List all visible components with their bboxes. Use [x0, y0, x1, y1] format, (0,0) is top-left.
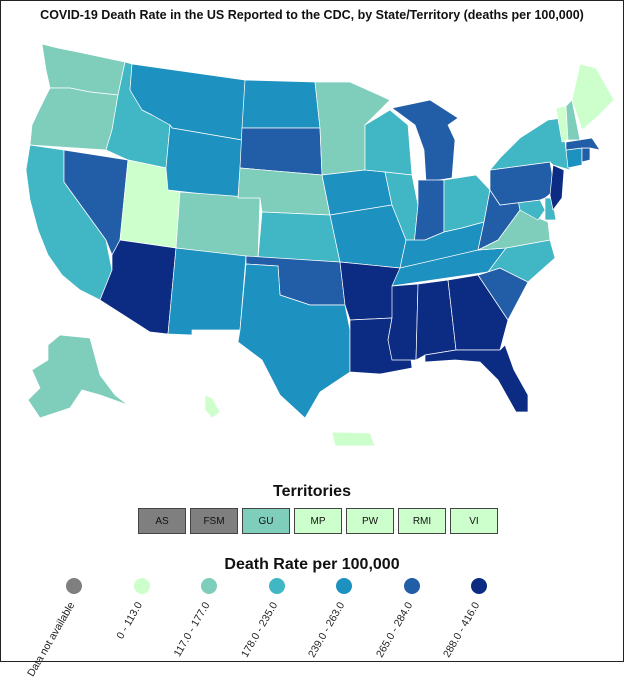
- state-MA[interactable]: [565, 137, 601, 151]
- state-MI[interactable]: [391, 99, 459, 183]
- state-RI[interactable]: [581, 147, 591, 163]
- state-PR[interactable]: [331, 431, 376, 447]
- legend-swatch: [201, 578, 217, 594]
- state-GA[interactable]: [447, 274, 509, 351]
- territory-vi[interactable]: VI: [450, 508, 498, 534]
- legend-item: Data not available: [25, 578, 82, 679]
- state-OR[interactable]: [29, 87, 119, 151]
- state-MO[interactable]: [329, 204, 407, 269]
- legend-swatch: [404, 578, 420, 594]
- state-KS[interactable]: [257, 211, 341, 263]
- legend-swatch: [336, 578, 352, 594]
- state-WA[interactable]: [41, 43, 126, 96]
- territory-gu[interactable]: GU: [242, 508, 290, 534]
- state-HI[interactable]: [204, 394, 221, 419]
- state-NH[interactable]: [565, 99, 581, 141]
- state-PA[interactable]: [489, 161, 556, 206]
- territory-as[interactable]: AS: [138, 508, 186, 534]
- legend-swatch: [66, 578, 82, 594]
- legend-item: 288.0 - 416.0: [441, 578, 487, 660]
- territories-title: Territories: [273, 483, 351, 500]
- legend-item: 117.0 - 177.0: [171, 578, 217, 659]
- territory-mp[interactable]: MP: [294, 508, 342, 534]
- chart-title: COVID-19 Death Rate in the US Reported t…: [40, 8, 584, 22]
- state-AR[interactable]: [339, 261, 401, 321]
- territory-pw[interactable]: PW: [346, 508, 394, 534]
- legend-item: 178.0 - 235.0: [239, 578, 285, 660]
- legend-item: 239.0 - 263.0: [306, 578, 352, 660]
- legend-swatch: [471, 578, 487, 594]
- state-NY[interactable]: [489, 117, 571, 171]
- state-ND[interactable]: [241, 79, 321, 129]
- legend-item: 265.0 - 284.0: [374, 578, 420, 660]
- state-CT[interactable]: [565, 147, 583, 169]
- state-TX[interactable]: [237, 263, 351, 419]
- state-ME[interactable]: [571, 63, 615, 131]
- us-choropleth-map: [25, 43, 615, 447]
- legend-swatch: [269, 578, 285, 594]
- territory-rmi[interactable]: RMI: [398, 508, 446, 534]
- legend-item: 0 - 113.0: [115, 578, 150, 641]
- state-SD[interactable]: [239, 127, 323, 176]
- legend-swatch: [134, 578, 150, 594]
- state-FL[interactable]: [424, 344, 529, 413]
- state-NM[interactable]: [167, 247, 247, 336]
- state-DE[interactable]: [544, 197, 557, 221]
- state-NJ[interactable]: [549, 164, 565, 211]
- territory-fsm[interactable]: FSM: [190, 508, 238, 534]
- state-AK[interactable]: [27, 334, 129, 419]
- territories-row: AS FSM GU MP PW RMI VI: [138, 508, 502, 536]
- state-CO[interactable]: [175, 191, 261, 259]
- legend-title: Death Rate per 100,000: [224, 556, 400, 573]
- state-WI[interactable]: [364, 109, 413, 176]
- state-MS[interactable]: [387, 283, 419, 361]
